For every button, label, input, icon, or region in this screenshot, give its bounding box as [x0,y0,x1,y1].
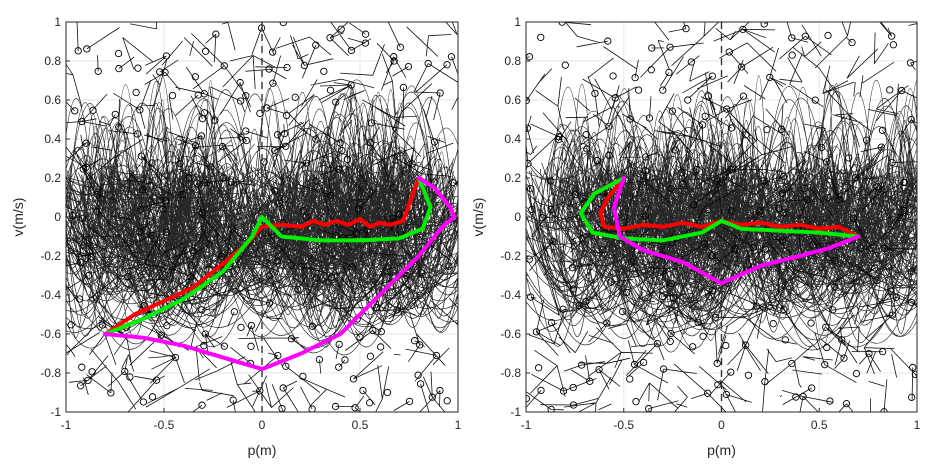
y-tick-label: 1 [54,15,61,29]
x-tick-label: 1 [455,418,462,432]
y-tick-label: -0.2 [500,249,521,263]
y-axis-label: v(m/s) [470,198,486,237]
x-tick-label: -1 [521,418,532,432]
figure-canvas: -1 -0.5 0 0.5 1 -1 -0.8 -0.6 -0.4 -0.2 0 0.2 0.4 0.6 0… [0,0,938,471]
y-tick-label: 0.6 [504,93,521,107]
x-tick-label: 0 [259,418,266,432]
y-tick-label: 0.2 [504,171,521,185]
left-plot: -1 -0.5 0 0.5 1 -1 -0.8 -0.6 -0.4 -0.2 0 0.2 0.4 0.6 0… [9,0,519,458]
y-tick-label: -0.8 [500,366,521,380]
y-tick-label: -1 [50,405,61,419]
x-tick-label: -0.5 [613,418,634,432]
y-tick-label: 0.4 [504,132,521,146]
x-tick-label: 0.5 [352,418,369,432]
y-tick-label: -0.4 [500,288,521,302]
y-tick-label: 0 [514,210,521,224]
x-axis-label: p(m) [248,442,277,458]
x-tick-label: 1 [914,418,921,432]
y-tick-label: -0.2 [40,249,61,263]
x-tick-label: 0.5 [811,418,828,432]
x-tick-label: 0 [718,418,725,432]
y-tick-label: 0.6 [44,93,61,107]
y-tick-label: -0.4 [40,288,61,302]
y-tick-label: -0.6 [500,327,521,341]
y-tick-label: 0 [54,210,61,224]
y-tick-label: 0.8 [504,54,521,68]
x-tick-label: -0.5 [154,418,175,432]
y-tick-label: -0.6 [40,327,61,341]
y-tick-label: -0.8 [40,366,61,380]
x-tick-label: -1 [61,418,72,432]
y-tick-label: 0.8 [44,54,61,68]
y-tick-label: -1 [510,405,521,419]
y-tick-label: 0.4 [44,132,61,146]
y-tick-label: 0.2 [44,171,61,185]
y-axis-label: v(m/s) [10,198,26,237]
right-plot: -1 -0.5 0 0.5 1 -1 -0.8 -0.6 -0.4 -0.2 0 0.2 0.4 0.6 0… [470,12,938,458]
x-axis-label: p(m) [707,442,736,458]
y-tick-label: 1 [514,15,521,29]
